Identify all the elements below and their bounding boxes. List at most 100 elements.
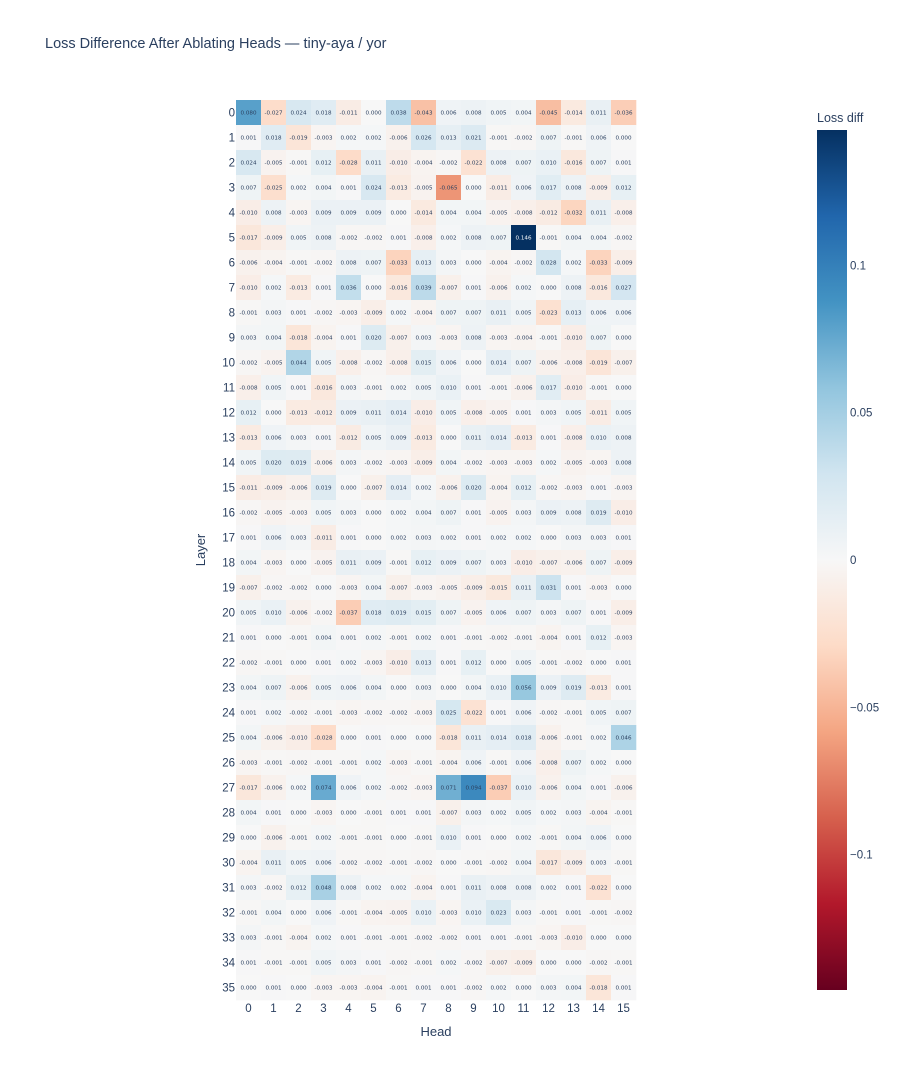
heatmap-cell-L14-H15	[611, 450, 637, 476]
heatmap-cell-L15-H6	[386, 475, 412, 501]
cell-value-label: -0.001	[414, 836, 432, 842]
heatmap-cell-L4-H1	[261, 200, 287, 226]
cell-value-label: 0.001	[265, 986, 281, 992]
y-tick-label: 34	[222, 958, 235, 970]
x-tick-label: 4	[345, 1003, 352, 1015]
cell-value-label: 0.004	[465, 686, 481, 692]
heatmap-cell-L34-H1	[261, 950, 287, 976]
heatmap-cell-L14-H12	[536, 450, 562, 476]
heatmap-cell-L19-H8	[436, 575, 462, 601]
heatmap-cell-L29-H8	[436, 825, 462, 851]
cell-value-label: -0.006	[539, 786, 557, 792]
cell-value-label: -0.010	[289, 736, 307, 742]
cell-value-label: -0.017	[539, 861, 557, 867]
cell-value-label: 0.005	[440, 411, 456, 417]
heatmap-cell-L23-H12	[536, 675, 562, 701]
cell-value-label: 0.010	[540, 161, 556, 167]
cell-value-label: -0.009	[464, 586, 482, 592]
cell-value-label: 0.000	[390, 836, 406, 842]
heatmap-cell-L3-H1	[261, 175, 287, 201]
cell-value-label: 0.000	[315, 586, 331, 592]
cell-value-label: -0.001	[389, 986, 407, 992]
heatmap-cell-L13-H4	[336, 425, 362, 451]
heatmap-cell-L17-H12	[536, 525, 562, 551]
heatmap-cell-L35-H5	[361, 975, 387, 1001]
cell-value-label: -0.006	[514, 386, 532, 392]
heatmap-cell-L8-H2	[286, 300, 312, 326]
cell-value-label: 0.002	[590, 736, 606, 742]
cell-value-label: -0.003	[589, 586, 607, 592]
cell-value-label: 0.000	[615, 836, 631, 842]
cell-value-label: -0.028	[314, 736, 332, 742]
cell-value-label: 0.015	[415, 611, 431, 617]
cell-value-label: 0.002	[390, 511, 406, 517]
cell-value-label: 0.002	[365, 886, 381, 892]
heatmap-cell-L26-H2	[286, 750, 312, 776]
cell-value-label: 0.008	[340, 886, 356, 892]
heatmap-cell-L17-H2	[286, 525, 312, 551]
heatmap-cell-L21-H0	[236, 625, 262, 651]
heatmap-cell-L28-H9	[461, 800, 487, 826]
cell-value-label: 0.014	[390, 486, 406, 492]
cell-value-label: 0.005	[415, 386, 431, 392]
cell-value-label: -0.010	[564, 936, 582, 942]
heatmap-cell-L23-H14	[586, 675, 612, 701]
cell-value-label: 0.017	[540, 186, 556, 192]
heatmap-cell-L30-H9	[461, 850, 487, 876]
heatmap-cell-L6-H0	[236, 250, 262, 276]
cell-value-label: 0.010	[415, 911, 431, 917]
x-tick-label: 1	[270, 1003, 276, 1015]
cell-value-label: 0.001	[465, 936, 481, 942]
cell-value-label: -0.022	[464, 711, 482, 717]
heatmap-cell-L35-H12	[536, 975, 562, 1001]
heatmap-cell-L15-H0	[236, 475, 262, 501]
cell-value-label: -0.002	[414, 936, 432, 942]
heatmap-cell-L14-H5	[361, 450, 387, 476]
cell-value-label: -0.007	[389, 336, 407, 342]
heatmap-cell-L0-H3	[311, 100, 337, 126]
heatmap-cell-L2-H12	[536, 150, 562, 176]
cell-value-label: 0.005	[315, 361, 331, 367]
heatmap-cell-L28-H11	[511, 800, 537, 826]
y-tick-label: 26	[222, 758, 235, 770]
cell-value-label: 0.007	[465, 311, 481, 317]
heatmap-cell-L17-H4	[336, 525, 362, 551]
heatmap-cell-L30-H14	[586, 850, 612, 876]
heatmap-cell-L30-H5	[361, 850, 387, 876]
cell-value-label: 0.018	[265, 136, 281, 142]
cell-value-label: -0.001	[489, 386, 507, 392]
y-tick-label: 22	[222, 658, 235, 670]
heatmap-cell-L29-H5	[361, 825, 387, 851]
heatmap-cell-L25-H15	[611, 725, 637, 751]
cell-value-label: 0.007	[440, 511, 456, 517]
cell-value-label: 0.000	[615, 936, 631, 942]
heatmap-cell-L0-H9	[461, 100, 487, 126]
cell-value-label: 0.008	[465, 236, 481, 242]
heatmap-cell-L15-H4	[336, 475, 362, 501]
heatmap-cell-L11-H9	[461, 375, 487, 401]
heatmap-cell-L32-H15	[611, 900, 637, 926]
cell-value-label: -0.002	[464, 461, 482, 467]
heatmap-cell-L10-H13	[561, 350, 587, 376]
heatmap-cell-L17-H13	[561, 525, 587, 551]
cell-value-label: 0.006	[465, 761, 481, 767]
cell-value-label: -0.004	[414, 886, 432, 892]
x-tick-label: 6	[395, 1003, 401, 1015]
heatmap-cell-L0-H7	[411, 100, 437, 126]
cell-value-label: 0.011	[490, 311, 506, 317]
cell-value-label: -0.004	[364, 911, 382, 917]
cell-value-label: -0.007	[614, 361, 632, 367]
cell-value-label: 0.001	[315, 661, 331, 667]
cell-value-label: -0.003	[239, 761, 257, 767]
cell-value-label: -0.006	[289, 486, 307, 492]
cell-value-label: 0.000	[290, 986, 306, 992]
cell-value-label: -0.005	[564, 461, 582, 467]
heatmap-cell-L7-H2	[286, 275, 312, 301]
heatmap-cell-L10-H12	[536, 350, 562, 376]
heatmap-cell-L18-H12	[536, 550, 562, 576]
cell-value-label: 0.001	[340, 636, 356, 642]
heatmap-cell-L27-H6	[386, 775, 412, 801]
heatmap-cell-L17-H14	[586, 525, 612, 551]
colorbar-title: Loss diff	[817, 111, 864, 125]
heatmap-cell-L35-H2	[286, 975, 312, 1001]
